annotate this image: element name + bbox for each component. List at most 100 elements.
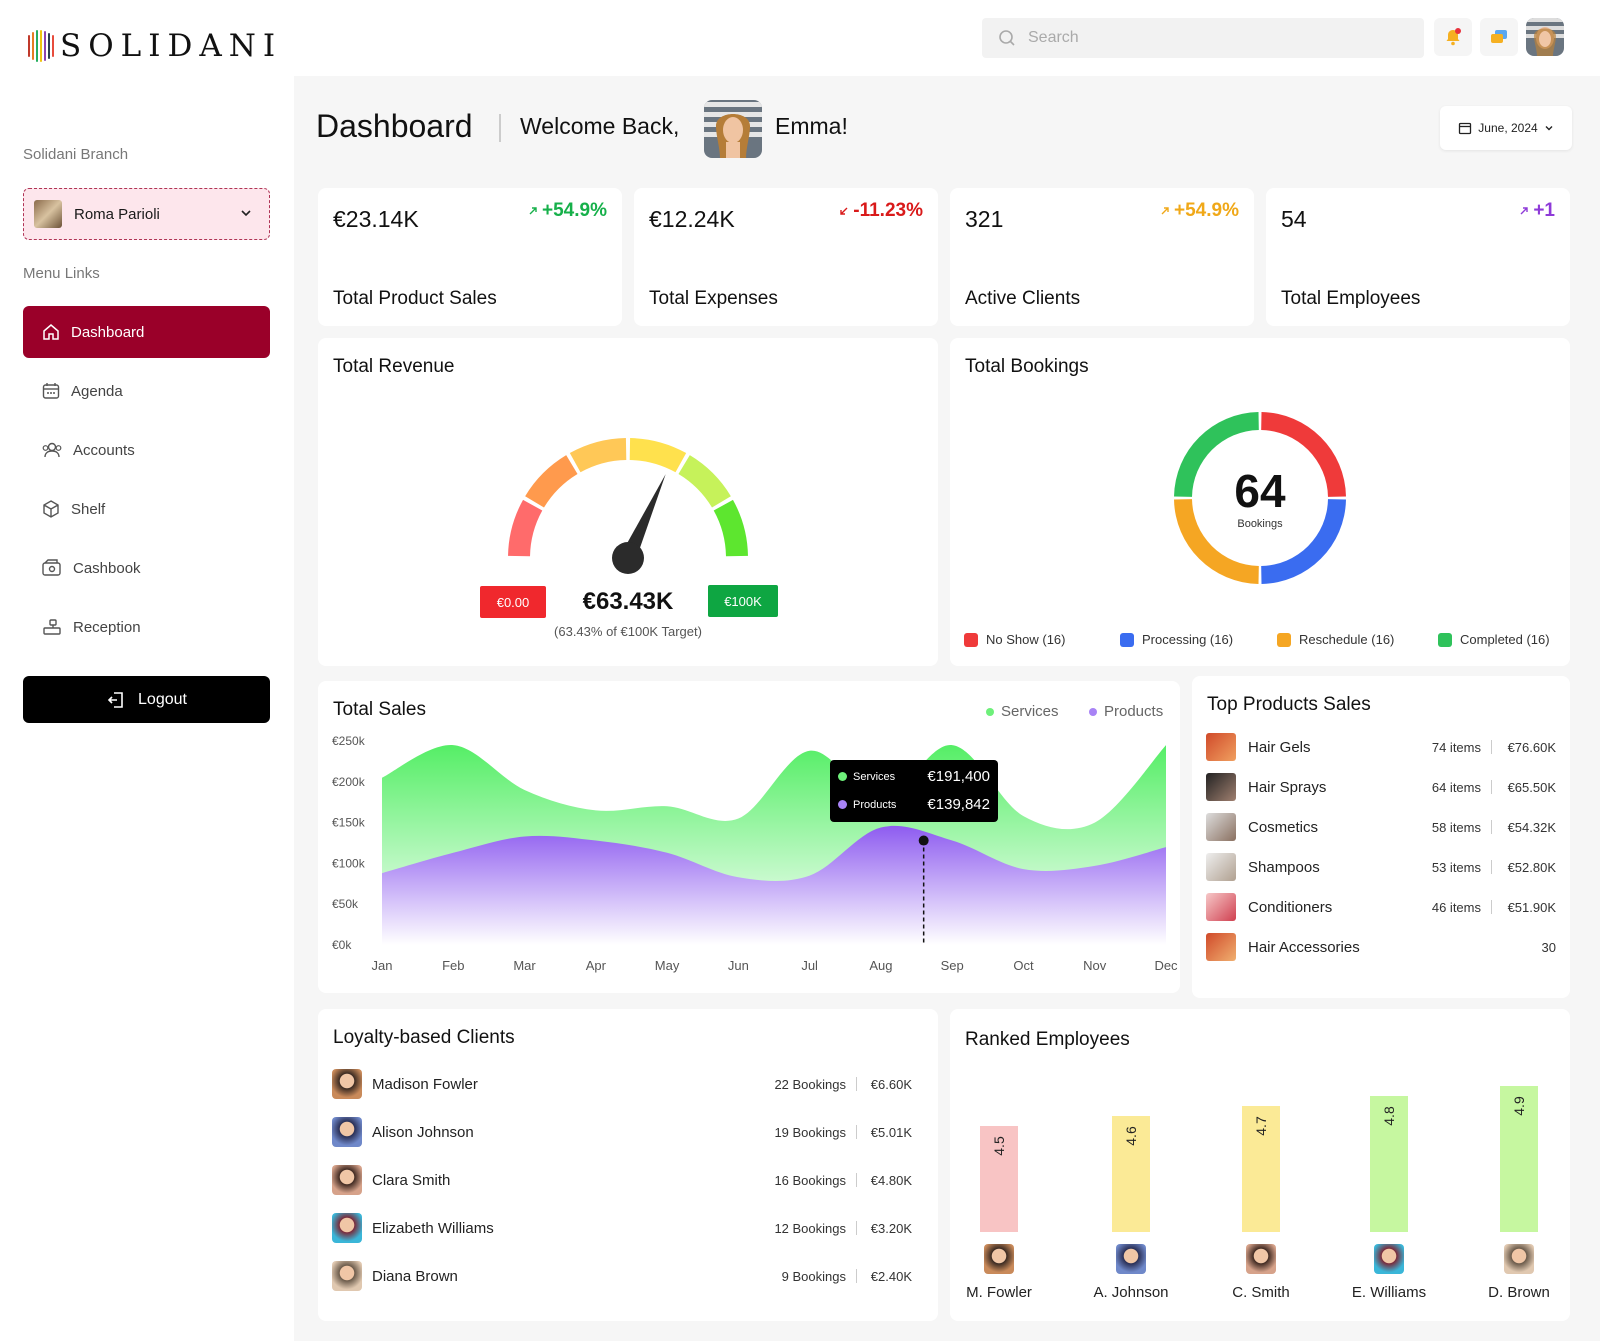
employee-name: C. Smith <box>1232 1284 1290 1301</box>
product-items: 58 items <box>1431 819 1481 835</box>
donut-segment[interactable] <box>1174 499 1259 584</box>
product-items: 64 items <box>1431 779 1481 795</box>
messages-button[interactable] <box>1480 18 1518 56</box>
stat-card-active-clients[interactable]: 321 +54.9% Active Clients <box>950 188 1254 326</box>
client-row[interactable]: Madison Fowler 22 Bookings €6.60K <box>332 1069 912 1099</box>
date-picker[interactable]: June, 2024 <box>1440 106 1572 150</box>
y-tick-label: €150k <box>332 816 366 830</box>
product-row[interactable]: Hair Sprays 64 items €65.50K <box>1206 772 1556 802</box>
client-name: Alison Johnson <box>372 1123 474 1141</box>
legend-item-completed[interactable]: Completed (16) <box>1438 632 1550 647</box>
stat-change: +54.9% <box>1160 200 1239 222</box>
sidebar-item-cashbook[interactable]: Cashbook <box>23 542 270 594</box>
desk-icon <box>43 619 61 635</box>
stat-card-expenses[interactable]: €12.24K -11.23% Total Expenses <box>634 188 938 326</box>
row-divider <box>856 1269 857 1283</box>
stat-label: Active Clients <box>965 288 1081 309</box>
row-divider <box>1491 780 1492 794</box>
logout-label: Logout <box>138 690 187 708</box>
donut-segment[interactable] <box>1174 412 1259 497</box>
product-row[interactable]: Conditioners 46 items €51.90K <box>1206 892 1556 922</box>
product-row[interactable]: Hair Gels 74 items €76.60K <box>1206 732 1556 762</box>
x-tick-label: Aug <box>869 958 892 973</box>
loyalty-clients-card: Loyalty-based Clients Madison Fowler 22 … <box>318 1009 938 1321</box>
bookings-donut <box>1174 412 1346 584</box>
row-divider <box>1491 900 1492 914</box>
card-title: Total Revenue <box>333 356 455 377</box>
row-divider <box>856 1125 857 1139</box>
employee-score-bar[interactable]: 4.7 <box>1242 1106 1280 1232</box>
card-title: Total Sales <box>333 699 426 720</box>
client-value: €6.60K <box>870 1076 912 1092</box>
legend-label: Completed (16) <box>1460 632 1550 647</box>
revenue-card: Total Revenue €0.00 €100K €63.43K (63.43… <box>318 338 938 666</box>
hover-point <box>918 835 929 846</box>
product-row[interactable]: Shampoos 53 items €52.80K <box>1206 852 1556 882</box>
users-icon <box>42 442 62 458</box>
branch-value: Roma Parioli <box>74 205 160 223</box>
client-avatar <box>332 1165 362 1195</box>
gauge-max-label: €100K <box>708 585 778 617</box>
sidebar-item-dashboard[interactable]: Dashboard <box>23 306 270 358</box>
user-avatar[interactable] <box>1526 18 1564 56</box>
donut-segments <box>1174 412 1346 584</box>
sidebar-item-shelf[interactable]: Shelf <box>23 483 270 535</box>
client-row[interactable]: Elizabeth Williams 12 Bookings €3.20K <box>332 1213 912 1243</box>
employee-score-bar[interactable]: 4.6 <box>1112 1116 1150 1232</box>
sidebar-item-label: Reception <box>73 618 141 636</box>
employee-score-bar[interactable]: 4.8 <box>1370 1096 1408 1232</box>
branch-select[interactable]: Roma Parioli <box>23 188 270 240</box>
card-title: Top Products Sales <box>1207 694 1371 715</box>
legend-label: Products <box>1104 703 1164 720</box>
sidebar-item-reception[interactable]: Reception <box>23 601 270 653</box>
logout-button[interactable]: Logout <box>23 676 270 723</box>
sales-area-chart[interactable]: €250k €200k €150k €100k €50k €0k Jan Feb Mar Apr… <box>318 681 1180 993</box>
legend-item-services[interactable]: Services <box>986 703 1059 720</box>
legend-item-reschedule[interactable]: Reschedule (16) <box>1277 632 1394 647</box>
product-items: 74 items <box>1431 739 1481 755</box>
employee-score-bar[interactable]: 4.5 <box>980 1126 1018 1232</box>
y-axis-ticks: €250k €200k €150k €100k €50k €0k <box>332 734 366 952</box>
bookings-total: 64 <box>1234 465 1286 517</box>
client-row[interactable]: Diana Brown 9 Bookings €2.40K <box>332 1261 912 1291</box>
series-area-products[interactable] <box>382 825 1166 945</box>
arrow-up-right-icon <box>529 207 537 215</box>
row-divider <box>1491 820 1492 834</box>
row-divider <box>856 1173 857 1187</box>
legend-label: Services <box>1001 703 1059 720</box>
client-avatar <box>332 1213 362 1243</box>
hover-marker <box>918 835 929 945</box>
sidebar-item-accounts[interactable]: Accounts <box>23 424 270 476</box>
notification-button[interactable] <box>1434 18 1472 56</box>
donut-segment[interactable] <box>1261 499 1346 584</box>
client-row[interactable]: Alison Johnson 19 Bookings €5.01K <box>332 1117 912 1147</box>
search-bar[interactable]: Search <box>982 18 1424 58</box>
product-value: €51.90K <box>1507 899 1556 915</box>
x-tick-label: May <box>655 958 680 973</box>
legend-item-products[interactable]: Products <box>1089 703 1163 720</box>
gauge-segment <box>525 455 578 508</box>
search-input[interactable]: Search <box>1028 29 1079 46</box>
legend-item-processing[interactable]: Processing (16) <box>1120 632 1233 647</box>
gauge-needle <box>612 474 666 574</box>
sidebar-item-agenda[interactable]: Agenda <box>23 365 270 417</box>
brand-logo[interactable]: SOLIDANI <box>28 28 282 64</box>
client-row[interactable]: Clara Smith 16 Bookings €4.80K <box>332 1165 912 1195</box>
y-tick-label: €50k <box>332 897 359 911</box>
gauge-arcs <box>508 438 748 557</box>
row-divider <box>1491 860 1492 874</box>
product-row[interactable]: Hair Accessories 30 <box>1206 932 1556 962</box>
product-row[interactable]: Cosmetics 58 items €54.32K <box>1206 812 1556 842</box>
employee-score: 4.9 <box>1511 1096 1527 1116</box>
stat-card-employees[interactable]: 54 +1 Total Employees <box>1266 188 1570 326</box>
product-name: Hair Accessories <box>1248 938 1360 956</box>
row-divider <box>856 1077 857 1091</box>
legend-item-no-show[interactable]: No Show (16) <box>964 632 1065 647</box>
stat-card-product-sales[interactable]: €23.14K +54.9% Total Product Sales <box>318 188 622 326</box>
donut-segment[interactable] <box>1261 412 1346 497</box>
product-name: Conditioners <box>1248 898 1333 916</box>
menu-section-label: Menu Links <box>23 265 100 282</box>
top-bar: SOLIDANI Search <box>0 0 1600 76</box>
employee-score-bar[interactable]: 4.9 <box>1500 1086 1538 1232</box>
client-value: €5.01K <box>870 1124 912 1140</box>
